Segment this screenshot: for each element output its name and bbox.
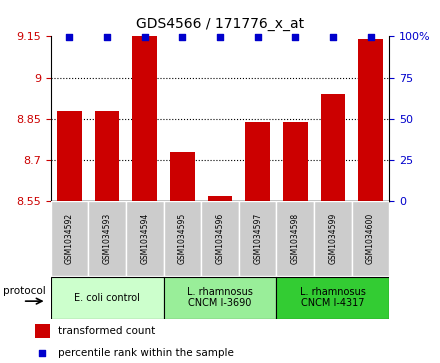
Point — [292, 34, 299, 40]
Bar — [239, 201, 276, 276]
Bar — [201, 201, 239, 276]
Bar — [88, 201, 126, 276]
Bar — [314, 201, 352, 276]
Text: L. rhamnosus
CNCM I-4317: L. rhamnosus CNCM I-4317 — [300, 287, 366, 309]
Text: GSM1034597: GSM1034597 — [253, 213, 262, 264]
Bar — [57, 111, 82, 201]
Point — [254, 34, 261, 40]
Point — [367, 34, 374, 40]
Text: GSM1034592: GSM1034592 — [65, 213, 74, 264]
Text: L. rhamnosus
CNCM I-3690: L. rhamnosus CNCM I-3690 — [187, 287, 253, 309]
Text: GSM1034598: GSM1034598 — [291, 213, 300, 264]
Bar — [246, 122, 270, 201]
Point — [179, 34, 186, 40]
Bar — [132, 36, 157, 201]
Text: protocol: protocol — [3, 286, 45, 296]
Bar — [276, 277, 389, 319]
Text: GSM1034593: GSM1034593 — [103, 213, 112, 264]
Title: GDS4566 / 171776_x_at: GDS4566 / 171776_x_at — [136, 17, 304, 31]
Bar — [35, 324, 50, 338]
Bar — [164, 277, 276, 319]
Point — [141, 34, 148, 40]
Text: GSM1034600: GSM1034600 — [366, 213, 375, 264]
Bar — [51, 201, 88, 276]
Bar — [358, 39, 383, 201]
Text: percentile rank within the sample: percentile rank within the sample — [58, 348, 234, 358]
Point — [66, 34, 73, 40]
Text: E. coli control: E. coli control — [74, 293, 140, 303]
Text: transformed count: transformed count — [58, 326, 155, 336]
Bar — [164, 201, 201, 276]
Bar — [208, 196, 232, 201]
Bar — [321, 94, 345, 201]
Bar — [126, 201, 164, 276]
Text: GSM1034599: GSM1034599 — [328, 213, 337, 264]
Bar — [283, 122, 308, 201]
Bar — [170, 152, 194, 201]
Text: GSM1034594: GSM1034594 — [140, 213, 149, 264]
Bar — [276, 201, 314, 276]
Point — [39, 351, 46, 356]
Text: GSM1034596: GSM1034596 — [216, 213, 224, 264]
Point — [330, 34, 337, 40]
Bar — [95, 111, 119, 201]
Point — [103, 34, 110, 40]
Bar — [352, 201, 389, 276]
Point — [216, 34, 224, 40]
Text: GSM1034595: GSM1034595 — [178, 213, 187, 264]
Bar — [51, 277, 164, 319]
